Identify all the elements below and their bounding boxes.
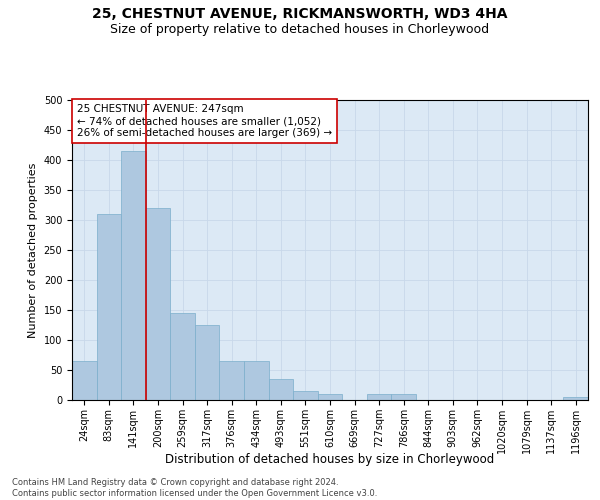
Bar <box>97 214 121 400</box>
Y-axis label: Number of detached properties: Number of detached properties <box>28 162 38 338</box>
Text: 25 CHESTNUT AVENUE: 247sqm
← 74% of detached houses are smaller (1,052)
26% of s: 25 CHESTNUT AVENUE: 247sqm ← 74% of deta… <box>77 104 332 138</box>
Text: 25, CHESTNUT AVENUE, RICKMANSWORTH, WD3 4HA: 25, CHESTNUT AVENUE, RICKMANSWORTH, WD3 … <box>92 8 508 22</box>
Bar <box>244 361 269 400</box>
Bar <box>318 394 342 400</box>
Bar <box>170 313 195 400</box>
Bar <box>563 397 588 400</box>
Bar <box>72 361 97 400</box>
Text: Distribution of detached houses by size in Chorleywood: Distribution of detached houses by size … <box>166 452 494 466</box>
Text: Contains HM Land Registry data © Crown copyright and database right 2024.
Contai: Contains HM Land Registry data © Crown c… <box>12 478 377 498</box>
Bar <box>146 208 170 400</box>
Bar <box>195 325 220 400</box>
Bar <box>121 151 146 400</box>
Bar <box>220 361 244 400</box>
Bar <box>391 394 416 400</box>
Bar <box>269 379 293 400</box>
Text: Size of property relative to detached houses in Chorleywood: Size of property relative to detached ho… <box>110 22 490 36</box>
Bar <box>293 391 318 400</box>
Bar <box>367 394 391 400</box>
